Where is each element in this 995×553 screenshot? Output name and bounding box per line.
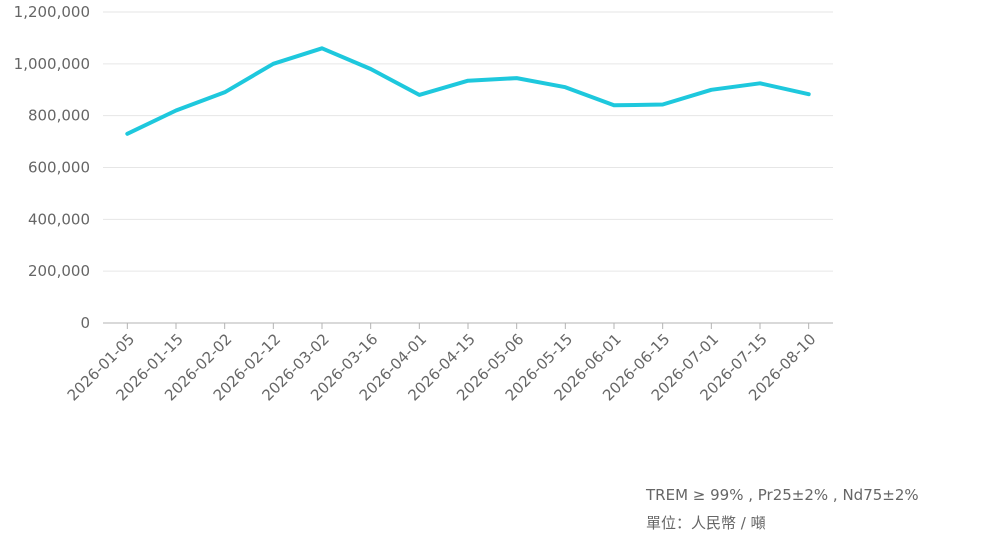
y-tick-label: 0 [80, 314, 90, 332]
series-line [125, 46, 811, 136]
spec-note: TREM ≥ 99% , Pr25±2% , Nd75±2% [646, 486, 919, 504]
y-tick-label: 200,000 [28, 262, 90, 280]
unit-note: 單位：人民幣 / 噸 [646, 514, 766, 532]
y-tick-label: 1,000,000 [14, 55, 90, 73]
y-tick-label: 800,000 [28, 107, 90, 125]
y-tick-label: 1,200,000 [14, 3, 90, 21]
y-tick-label: 600,000 [28, 159, 90, 177]
y-tick-label: 400,000 [28, 210, 90, 228]
